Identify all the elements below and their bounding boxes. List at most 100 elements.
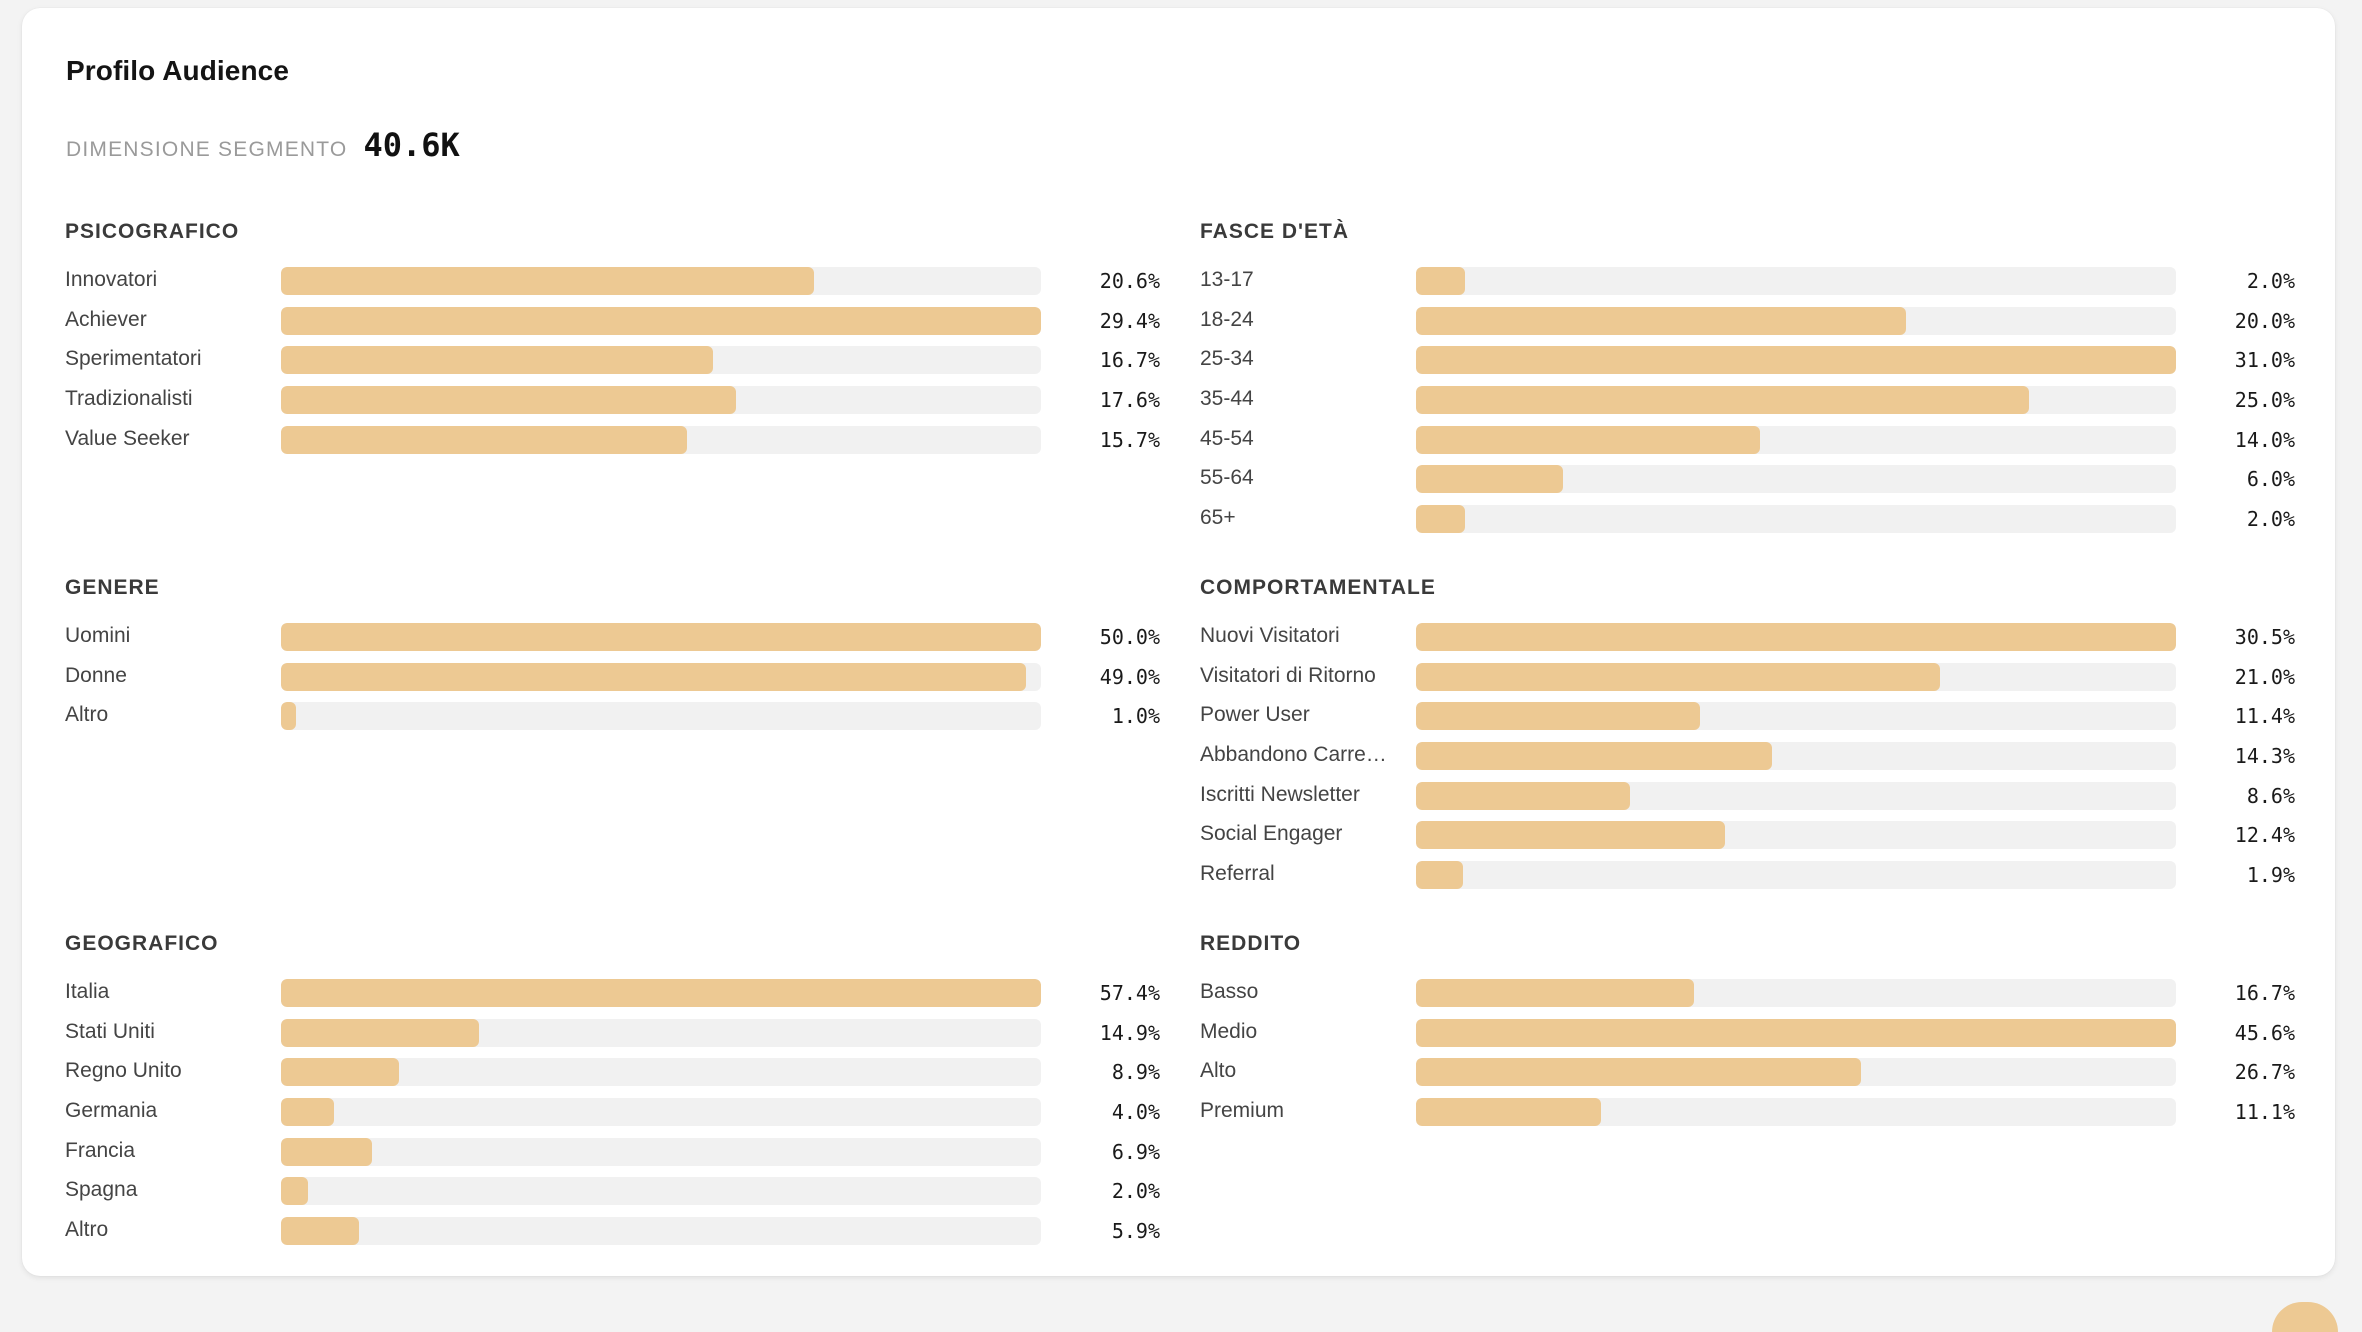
bar-row: Alto 26.7% [1200,1055,2295,1095]
bar-row: Nuovi Visitatori 30.5% [1200,620,2295,660]
bar-track [281,1137,1041,1166]
bar-fill [281,1137,373,1166]
bar-label: Francia [65,1138,136,1162]
bar-row: Italia 57.4% [65,976,1160,1016]
bar-fill [281,267,814,295]
bar-row: 25-34 31.0% [1200,343,2295,383]
bar-value: 14.3% [2234,744,2295,769]
bar-fill [281,1177,308,1206]
bar-label: Spagna [65,1178,138,1202]
bar-track [281,1177,1041,1206]
bar-track [281,979,1041,1007]
bar-value: 4.0% [1111,1100,1160,1125]
bar-label: Altro [65,1218,109,1242]
bar-label: Achiever [65,307,147,331]
bar-row: 55-64 6.0% [1200,462,2295,502]
bar-row: Achiever 29.4% [65,304,1160,344]
bar-label: 25-34 [1200,347,1254,371]
bar-label: Visitatori di Ritorno [1200,663,1376,687]
segment-size-label: DIMENSIONE SEGMENTO [66,138,348,161]
bar-label: Referral [1200,862,1275,886]
bar-fill [1416,861,1464,890]
bar-value: 15.7% [1099,427,1160,452]
bar-track [281,306,1041,335]
bar-label: 45-54 [1200,426,1254,450]
bar-track [1416,505,2176,534]
bar-value: 16.7% [2234,981,2295,1005]
bar-label: 65+ [1200,506,1236,530]
bar-value: 20.6% [1099,269,1160,293]
bar-value: 2.0% [1111,1179,1160,1204]
bar-label: Stati Uniti [65,1019,155,1043]
bar-fill [281,1018,479,1047]
bar-row: 18-24 20.0% [1200,304,2295,344]
bar-label: 13-17 [1200,268,1254,291]
bar-label: Iscritti Newsletter [1200,782,1360,806]
bar-value: 2.0% [2246,269,2295,293]
bar-label: Premium [1200,1099,1285,1123]
bar-track [1416,662,2176,691]
bar-track [1416,306,2176,335]
bar-track [1416,861,2176,890]
bar-value: 1.0% [1111,704,1160,729]
section-title: GEOGRAFICO [65,932,219,955]
bar-row: Altro 1.0% [65,699,1160,739]
bar-track [1416,386,2176,415]
section-title: COMPORTAMENTALE [1200,576,1436,599]
bar-row: 65+ 2.0% [1200,502,2295,542]
bar-row: Value Seeker 15.7% [65,423,1160,463]
bar-track [281,662,1041,691]
bar-row: Medio 45.6% [1200,1016,2295,1056]
bar-fill [281,979,1041,1007]
bar-fill [1416,267,1466,295]
bar-list: Nuovi Visitatori 30.5% Visitatori di Ritor… [1200,620,2295,898]
section-title: PSICOGRAFICO [65,220,240,243]
bar-row: Stati Uniti 14.9% [65,1016,1160,1056]
audience-profile-card: Profilo Audience DIMENSIONE SEGMENTO 40.… [22,8,2335,1276]
bar-track [1416,742,2176,771]
bar-track [1416,425,2176,454]
bar-value: 49.0% [1099,664,1160,689]
bar-label: 55-64 [1200,466,1254,490]
bar-label: Italia [65,980,110,1003]
bar-fill [1416,425,1760,454]
bar-track [281,1098,1041,1127]
bar-value: 2.0% [2246,507,2295,532]
bar-track [1416,267,2176,295]
bar-row: Social Engager 12.4% [1200,818,2295,858]
bar-fill [281,702,297,731]
bar-value: 5.9% [1111,1219,1160,1244]
bar-label: Altro [65,703,109,727]
bar-track [1416,346,2176,375]
bar-track [1416,979,2176,1007]
bar-fill [281,623,1041,651]
bar-fill [1416,781,1631,810]
bar-row: Regno Unito 8.9% [65,1055,1160,1095]
bar-track [281,623,1041,651]
bar-list: Innovatori 20.6% Achiever 29.4% Sperimentato… [65,264,1160,462]
bar-fill [1416,821,1726,850]
bar-value: 6.9% [1111,1139,1160,1164]
bar-track [281,1217,1041,1246]
bar-row: Francia 6.9% [65,1135,1160,1175]
bar-row: Uomini 50.0% [65,620,1160,660]
bar-fill [1416,662,1940,691]
bar-label: Regno Unito [65,1059,182,1083]
bar-value: 57.4% [1099,981,1160,1005]
bar-value: 14.0% [2234,427,2295,452]
bar-label: Sperimentatori [65,347,202,371]
floating-action-button[interactable] [2272,1302,2338,1332]
page-title: Profilo Audience [66,55,290,86]
bar-fill [281,306,1041,335]
bar-track [1416,702,2176,731]
bar-row: Referral 1.9% [1200,858,2295,898]
bar-list: Uomini 50.0% Donne 49.0% Altro 1.0% [65,620,1160,739]
bar-label: Social Engager [1200,822,1343,846]
bar-row: 45-54 14.0% [1200,423,2295,463]
section-title: REDDITO [1200,932,1302,955]
bar-row: Tradizionalisti 17.6% [65,383,1160,423]
bar-row: Abbandono Carre… 14.3% [1200,739,2295,779]
bar-row: Premium 11.1% [1200,1095,2295,1135]
bar-track [1416,781,2176,810]
bar-value: 17.6% [1099,388,1160,413]
